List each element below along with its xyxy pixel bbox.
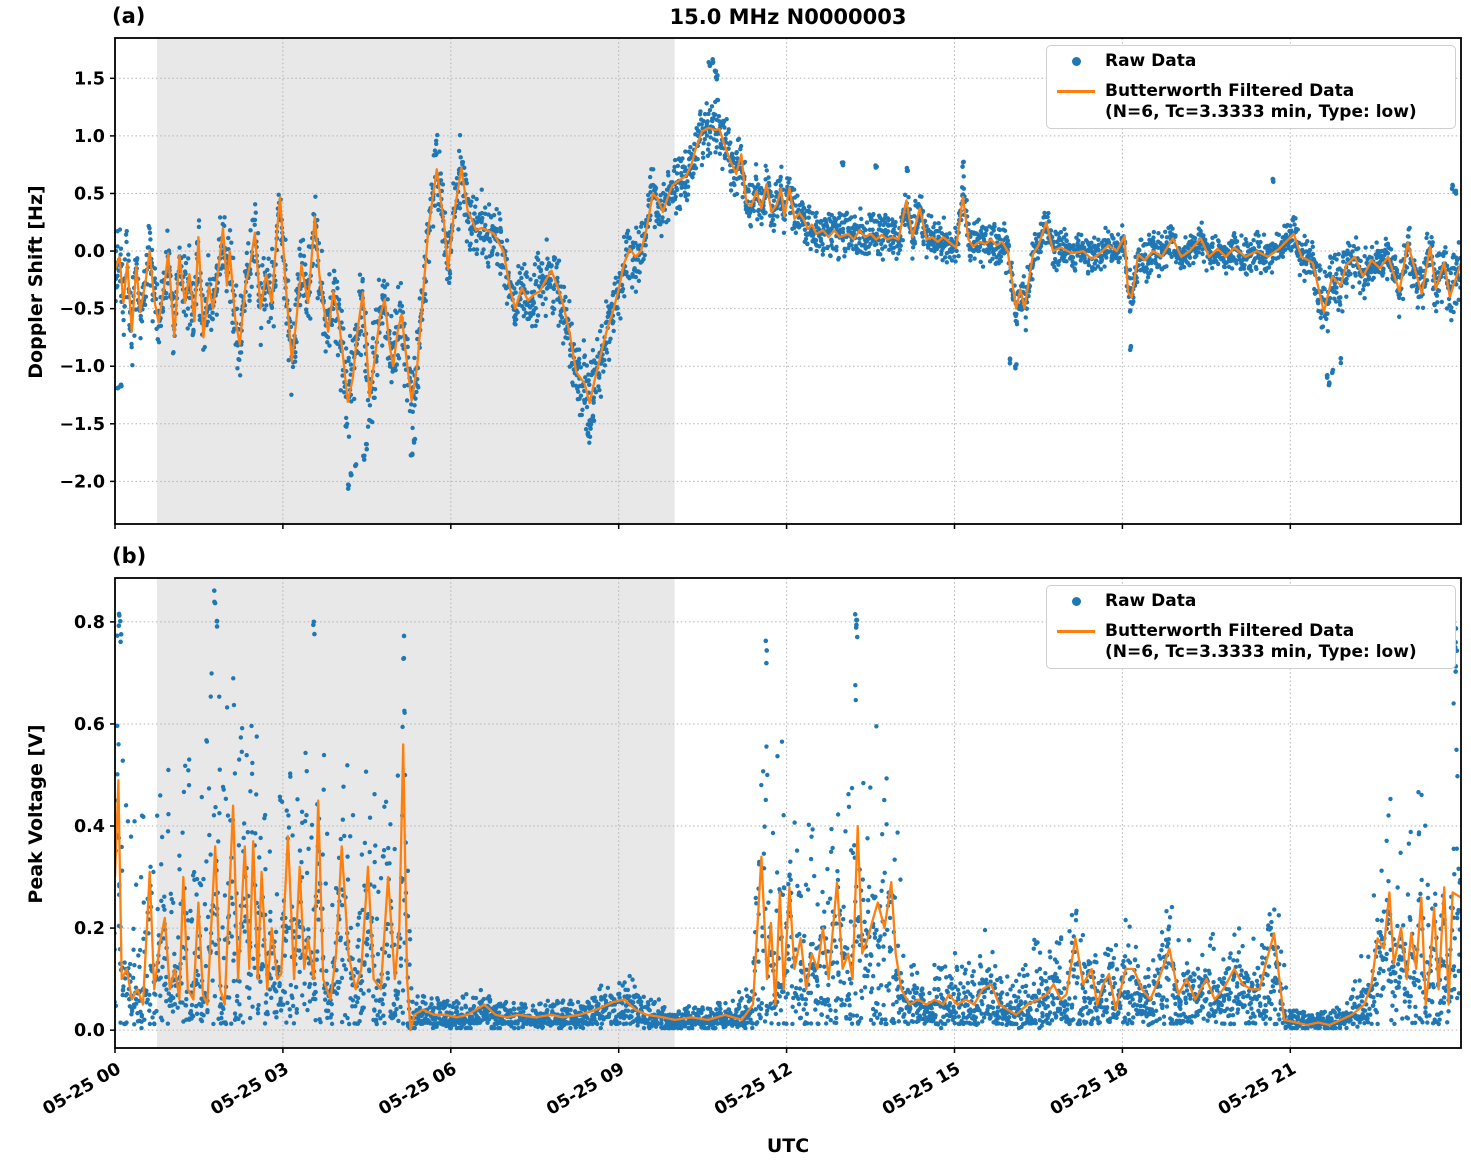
filtered-line-marker-icon — [1057, 90, 1095, 93]
y-tick-label: −1.5 — [59, 415, 105, 435]
x-axis-label: UTC — [766, 1135, 810, 1157]
butterworth-filtered-line — [115, 743, 1461, 1032]
x-tick-label: 05-25 12 — [711, 1059, 796, 1120]
legend-panel-a: Raw Data Butterworth Filtered Data (N=6,… — [1046, 45, 1456, 129]
chart-title: 15.0 MHz N0000003 — [669, 5, 907, 29]
x-tick-label: 05-25 06 — [375, 1059, 460, 1120]
butterworth-filtered-line — [115, 126, 1461, 405]
y-tick-label: −1.0 — [59, 357, 105, 377]
panel-b-ylabel: Peak Voltage [V] — [25, 724, 47, 904]
legend-raw-label: Raw Data — [1105, 51, 1197, 71]
panel-(a)-plot-area — [115, 38, 1461, 524]
legend-raw-row: Raw Data — [1047, 591, 1447, 612]
y-tick-label: 0.2 — [74, 919, 105, 939]
panel-a-label: (a) — [112, 4, 146, 28]
y-tick-label: 0.6 — [74, 715, 105, 735]
y-tick-label: 0.0 — [74, 1021, 105, 1041]
legend-filtered-row: Butterworth Filtered Data (N=6, Tc=3.333… — [1047, 621, 1447, 663]
legend-filtered-sublabel: (N=6, Tc=3.3333 min, Type: low) — [1105, 102, 1417, 122]
y-tick-label: −2.0 — [59, 472, 105, 492]
x-tick-label: 05-25 09 — [543, 1059, 628, 1120]
legend-filtered-row: Butterworth Filtered Data (N=6, Tc=3.333… — [1047, 81, 1447, 123]
y-tick-label: 1.0 — [74, 127, 105, 147]
x-tick-label: 05-25 15 — [879, 1059, 964, 1120]
y-tick-label: 1.5 — [74, 69, 105, 89]
legend-filtered-sublabel: (N=6, Tc=3.3333 min, Type: low) — [1105, 642, 1417, 662]
raw-data-marker-icon — [1071, 57, 1081, 66]
legend-panel-b: Raw Data Butterworth Filtered Data (N=6,… — [1046, 585, 1456, 669]
shaded-night-region — [156, 38, 675, 524]
panel-a-ylabel: Doppler Shift [Hz] — [25, 185, 47, 379]
axes-frame — [114, 577, 1462, 1049]
legend-raw-row: Raw Data — [1047, 51, 1447, 72]
panel-b-label: (b) — [112, 544, 147, 568]
y-tick-label: 0.4 — [74, 817, 105, 837]
y-tick-label: 0.0 — [74, 242, 105, 262]
filtered-line-marker-icon — [1057, 630, 1095, 633]
x-tick-label: 05-25 00 — [40, 1059, 125, 1120]
panel-(b)-plot-area — [115, 578, 1461, 1048]
legend-filtered-label: Butterworth Filtered Data — [1105, 81, 1355, 101]
x-tick-label: 05-25 18 — [1047, 1059, 1132, 1120]
legend-filtered-label: Butterworth Filtered Data — [1105, 621, 1355, 641]
x-tick-label: 05-25 21 — [1215, 1059, 1300, 1120]
y-tick-label: 0.5 — [74, 184, 105, 204]
y-tick-label: −0.5 — [59, 300, 105, 320]
axes-frame — [114, 37, 1462, 525]
legend-raw-label: Raw Data — [1105, 591, 1197, 611]
x-tick-label: 05-25 03 — [208, 1059, 293, 1120]
y-tick-label: 0.8 — [74, 613, 105, 633]
raw-data-marker-icon — [1071, 597, 1081, 606]
shaded-night-region — [156, 578, 675, 1048]
